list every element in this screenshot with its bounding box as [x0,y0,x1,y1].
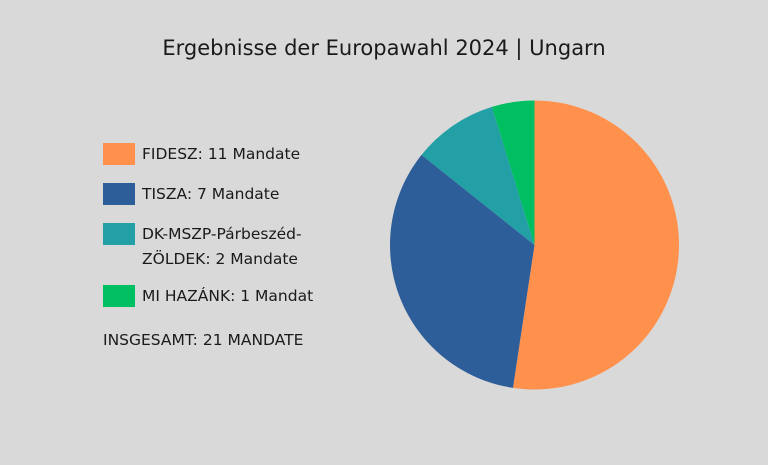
legend-swatch [103,223,135,245]
legend-item-dk: DK-MSZP-Párbeszéd- ZÖLDEK: 2 Mandate [103,223,302,270]
pie-slice-2 [421,106,535,245]
legend-label: MI HAZÁNK: 1 Mandat [142,287,314,305]
legend-item-fidesz: FIDESZ: 11 Mandate [103,143,300,165]
chart-title: Ergebnisse der Europawahl 2024 | Ungarn [162,36,606,60]
legend-swatch [103,285,135,307]
legend-label-line: ZÖLDEK: 2 Mandate [142,250,298,268]
legend-swatch [103,143,135,165]
legend-label: DK-MSZP-Párbeszéd- ZÖLDEK: 2 Mandate [142,223,302,270]
legend-item-mi-hazank: MI HAZÁNK: 1 Mandat [103,285,313,307]
legend-label-line: DK-MSZP-Párbeszéd- [142,225,302,243]
pie-slice-1 [389,154,535,388]
legend-label: FIDESZ: 11 Mandate [142,145,301,163]
total-label: INSGESAMT: 21 MANDATE [103,331,304,349]
legend-swatch [103,183,135,205]
pie-slice-0 [512,100,679,390]
legend-item-tisza: TISZA: 7 Mandate [103,183,279,205]
legend-label: TISZA: 7 Mandate [142,185,280,203]
pie-slice-3 [491,100,535,245]
